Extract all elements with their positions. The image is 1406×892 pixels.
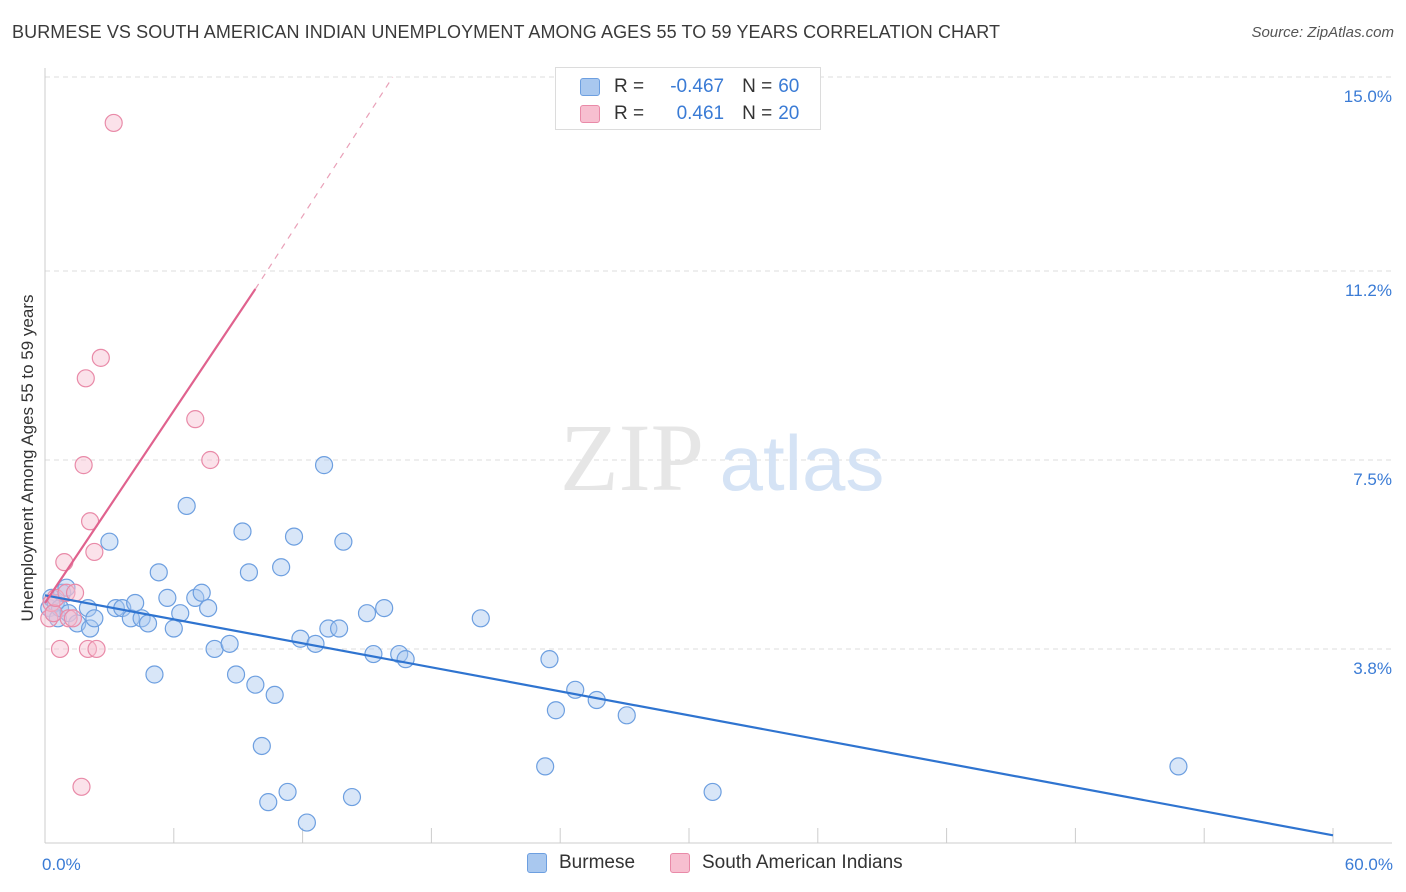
point-burmese — [334, 532, 353, 551]
series-swatch-burmese — [527, 853, 547, 873]
point-burmese — [171, 604, 190, 623]
point-burmese — [85, 609, 104, 628]
series-legend-label: South American Indians — [702, 852, 903, 873]
legend-n-value: 20 — [778, 103, 800, 124]
point-burmese — [220, 634, 239, 653]
point-burmese — [259, 793, 278, 812]
legend-row-burmese: R = -0.467 N = 60 — [580, 74, 799, 100]
point-south-american-indians — [44, 604, 63, 623]
x-tick-label-min: 0.0% — [42, 855, 81, 874]
point-burmese — [192, 583, 211, 602]
legend-r-value: 0.461 — [676, 103, 725, 124]
y-tick-label: 3.8% — [1353, 659, 1392, 678]
point-south-american-indians — [91, 348, 110, 367]
point-burmese — [329, 619, 349, 638]
legend-swatch-burmese — [580, 78, 600, 96]
point-burmese — [342, 787, 362, 807]
point-burmese — [246, 675, 265, 694]
axes — [44, 68, 1392, 844]
point-burmese — [149, 563, 168, 582]
point-burmese — [471, 609, 490, 628]
point-south-american-indians — [74, 456, 93, 475]
point-burmese — [396, 650, 415, 669]
point-south-american-indians — [201, 450, 220, 470]
trend-line-burmese — [44, 594, 1334, 837]
point-burmese — [205, 639, 224, 659]
point-south-american-indians — [59, 609, 78, 628]
point-burmese — [138, 614, 158, 633]
series-legend-label: Burmese — [559, 852, 636, 873]
legend-n-label: N = — [742, 76, 773, 97]
point-burmese — [375, 598, 394, 618]
point-burmese — [233, 522, 252, 541]
legend-row-south-american-indians: R = 0.461 N = 20 — [580, 101, 799, 127]
point-burmese — [546, 701, 566, 720]
point-south-american-indians — [186, 410, 205, 429]
point-burmese — [617, 706, 636, 725]
watermark-zip: ZIP — [560, 404, 704, 511]
trend-line-south-american-indians — [44, 288, 257, 604]
point-burmese — [199, 598, 218, 618]
point-burmese — [126, 593, 145, 613]
legend-n-label: N = — [742, 103, 773, 124]
point-burmese — [357, 604, 377, 623]
point-south-american-indians — [85, 542, 104, 562]
x-tick-label-max: 60.0% — [1345, 855, 1393, 874]
point-south-american-indians — [104, 113, 123, 133]
y-tick-label: 15.0% — [1344, 87, 1392, 106]
series-swatch-south-american-indians — [670, 853, 690, 873]
point-burmese — [265, 685, 284, 705]
trend-extension-south-american-indians — [254, 76, 394, 290]
legend-r-label: R = — [614, 103, 645, 124]
point-burmese — [80, 619, 100, 638]
point-burmese — [164, 619, 183, 638]
legend-r-value: -0.467 — [670, 76, 725, 97]
stats-legend: R = -0.467 N = 60 R = 0.461 N = 20 — [555, 67, 821, 130]
point-burmese — [284, 527, 304, 546]
point-burmese — [100, 532, 119, 551]
point-burmese — [278, 782, 297, 802]
point-burmese — [536, 757, 555, 776]
point-burmese — [1169, 757, 1188, 776]
point-south-american-indians — [50, 639, 70, 659]
series-legend-south-american-indians: South American Indians — [670, 852, 903, 874]
point-burmese — [252, 736, 271, 756]
series-legend-burmese: Burmese — [527, 852, 635, 874]
point-burmese — [226, 665, 246, 684]
point-burmese — [158, 588, 177, 607]
point-south-american-indians — [72, 777, 91, 796]
point-burmese — [319, 619, 338, 638]
point-burmese — [272, 558, 291, 577]
y-tick-label: 7.5% — [1353, 470, 1392, 489]
point-burmese — [145, 665, 164, 684]
legend-swatch-south-american-indians — [580, 105, 600, 123]
series-legend: Burmese South American Indians — [0, 852, 1406, 878]
point-south-american-indians — [76, 369, 95, 388]
point-south-american-indians — [87, 639, 106, 659]
trend-lines — [44, 76, 1334, 837]
data-points — [40, 113, 1188, 832]
point-burmese — [177, 496, 196, 516]
point-burmese — [703, 782, 722, 802]
point-south-american-indians — [55, 553, 74, 572]
tick-labels: 3.8% 7.5% 11.2% 15.0% 0.0% 60.0% — [42, 87, 1393, 874]
source-label: Source: ZipAtlas.com — [1251, 24, 1394, 41]
legend-r-label: R = — [614, 76, 645, 97]
point-south-american-indians — [63, 609, 83, 628]
point-burmese — [297, 813, 316, 832]
y-tick-label: 11.2% — [1345, 281, 1392, 300]
legend-n-value: 60 — [778, 76, 800, 97]
chart-title: BURMESE VS SOUTH AMERICAN INDIAN UNEMPLO… — [12, 22, 1001, 42]
watermark: ZIP atlas — [560, 404, 884, 511]
point-burmese — [364, 644, 383, 664]
watermark-atlas: atlas — [720, 419, 885, 507]
point-burmese — [314, 456, 334, 475]
point-burmese — [239, 563, 259, 582]
grid-lines — [45, 76, 1392, 650]
point-burmese — [540, 650, 559, 669]
